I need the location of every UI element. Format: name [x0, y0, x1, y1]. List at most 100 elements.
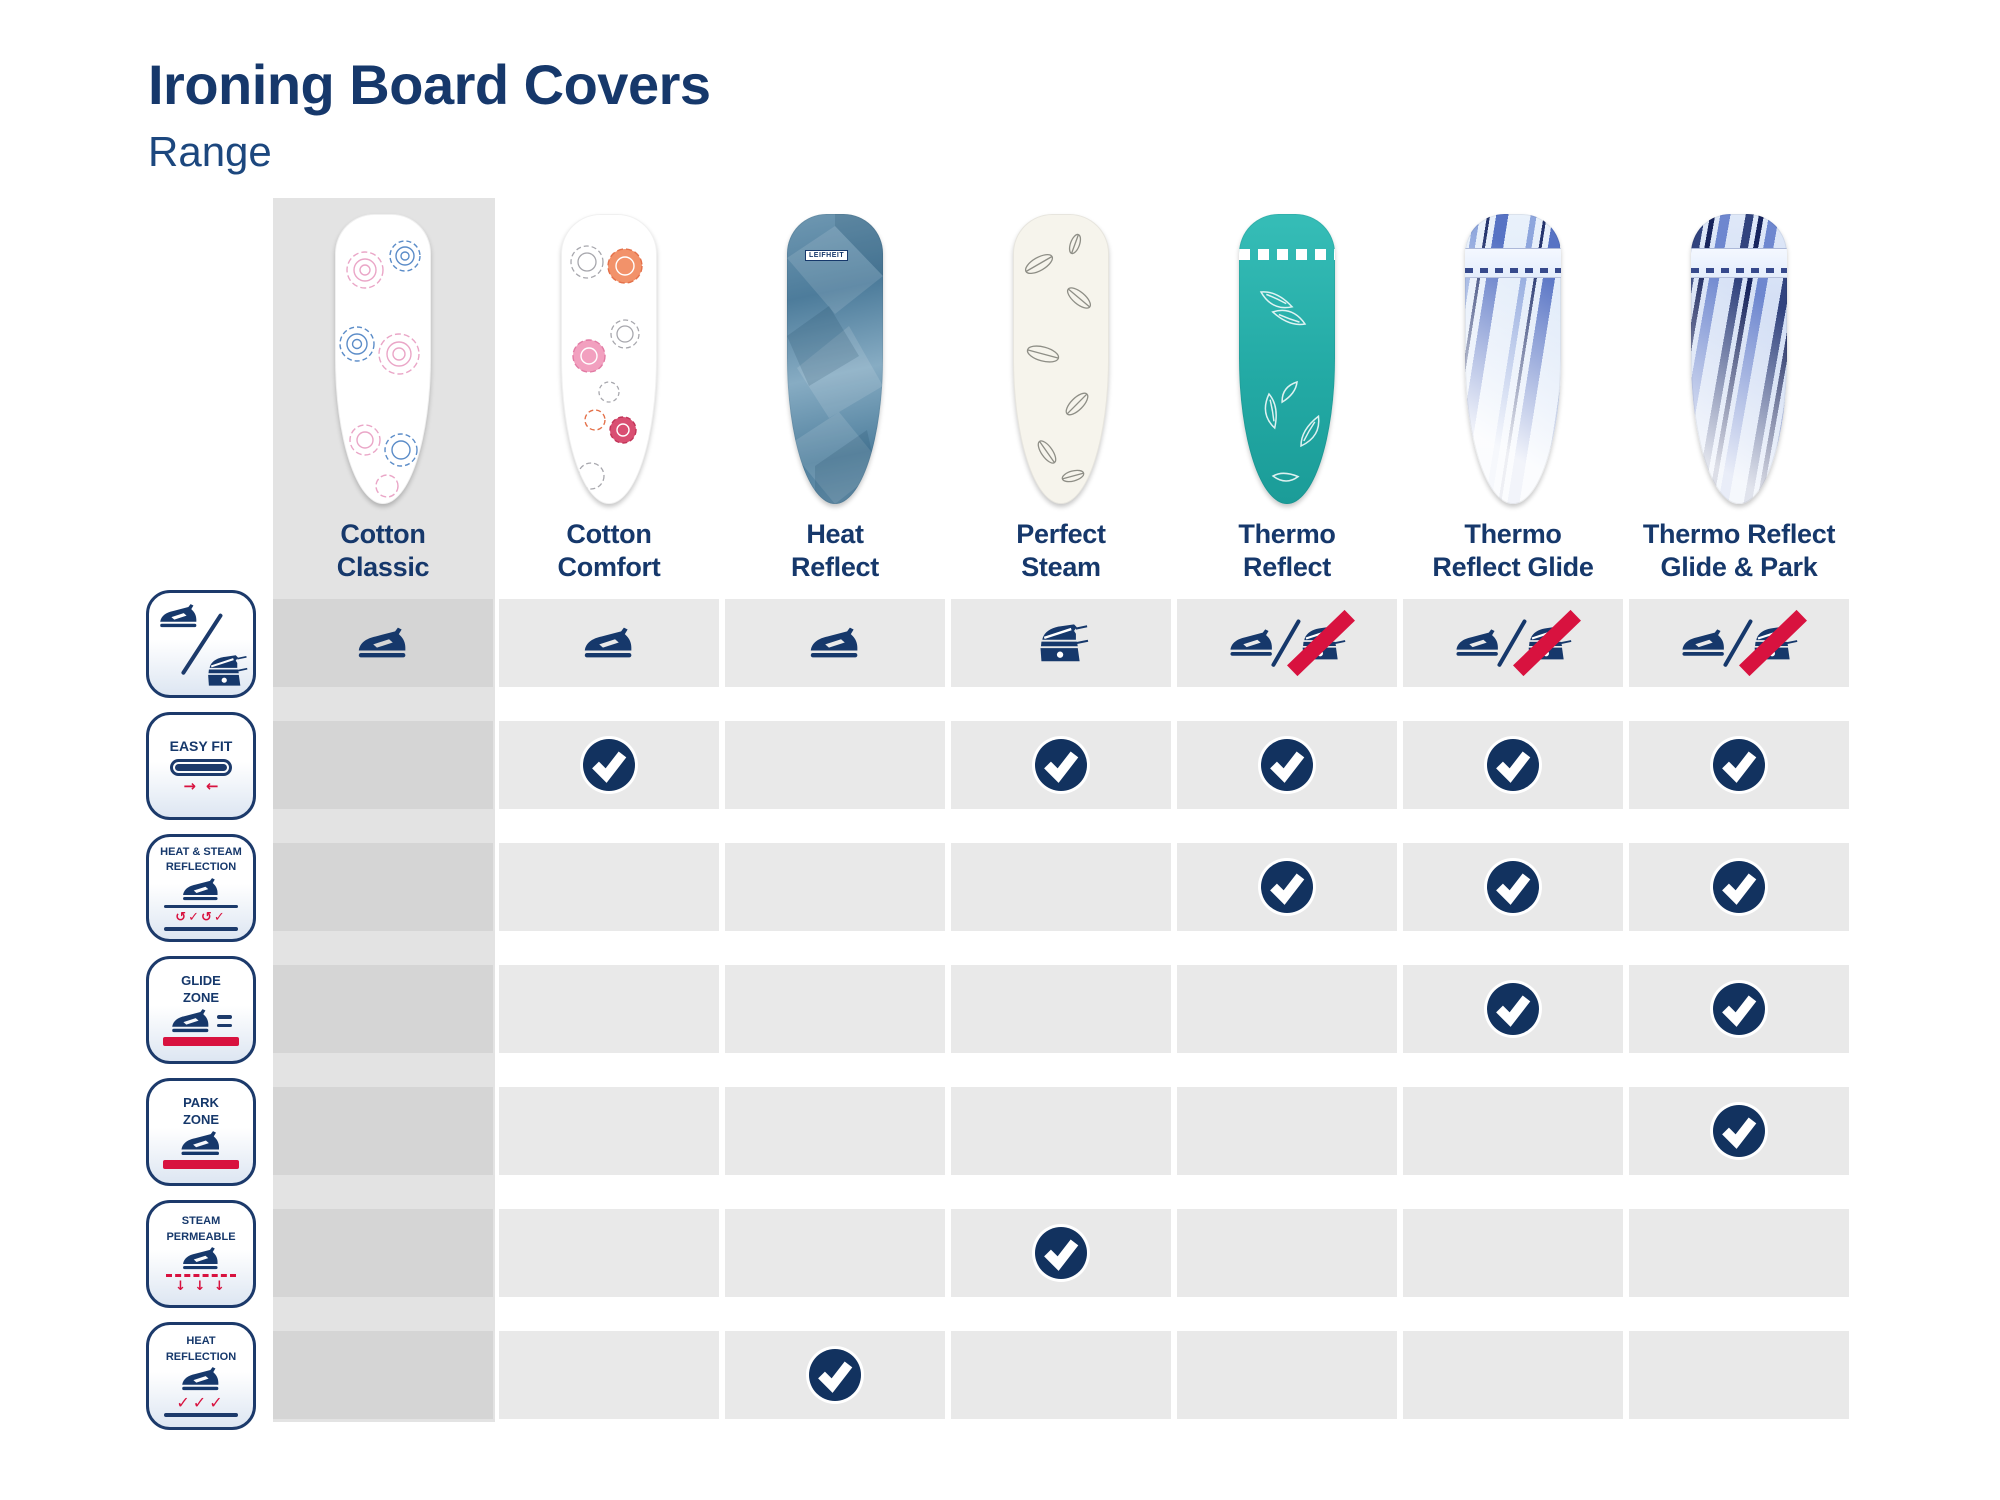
product-name-line1: Perfect: [1016, 519, 1106, 549]
feature-legend-steam-permeable: STEAM PERMEABLE ↓ ↓ ↓: [146, 1200, 256, 1308]
feature-cell: [499, 1209, 719, 1297]
glide-zone-red-bar-icon: [163, 1037, 239, 1046]
feature-cell: [273, 965, 493, 1053]
feature-cell: [1177, 599, 1397, 687]
feature-cell: [951, 721, 1171, 809]
product-header-heat-reflect: LEIFHEIT Heat Reflect: [725, 198, 945, 584]
feature-cell: [499, 1087, 719, 1175]
feature-cell: [1177, 1209, 1397, 1297]
iron-icon: [1682, 629, 1725, 656]
baseline-icon: [164, 904, 238, 908]
product-name: Thermo Reflect Glide & Park: [1629, 518, 1849, 584]
feature-legend-suitable-for-iron-steam-generator: [146, 590, 256, 698]
feature-cell: [273, 1209, 493, 1297]
feature-label: ZONE: [182, 990, 220, 1005]
feature-cell: [951, 965, 1171, 1053]
feature-legend-glide-zone: GLIDE ZONE: [146, 956, 256, 1064]
check-icon: [809, 1349, 861, 1401]
feature-cell: [499, 599, 719, 687]
product-name: Thermo Reflect Glide: [1403, 518, 1623, 584]
steam-generator-icon: [202, 654, 248, 688]
product-name-line2: Reflect: [791, 552, 879, 582]
feature-legend-heat-steam-reflection: HEAT & STEAM REFLECTION ↺✓↺✓: [146, 834, 256, 942]
steam-down-arrows-icon: ↓ ↓ ↓: [175, 1279, 227, 1294]
product-name-line1: Thermo Reflect: [1642, 519, 1836, 549]
feature-label: GLIDE: [181, 973, 221, 988]
check-icon: [1261, 861, 1313, 913]
feature-cell: [1629, 1331, 1849, 1419]
feature-cell: [1629, 721, 1849, 809]
iron-icon: [183, 1247, 218, 1270]
feature-legend-easy-fit: EASY FIT → ←: [146, 712, 256, 820]
product-name: Heat Reflect: [725, 518, 945, 584]
feature-cell: [1177, 843, 1397, 931]
feature-cell: [951, 1087, 1171, 1175]
product-name-line1: Cotton: [566, 519, 652, 549]
product-name: Perfect Steam: [951, 518, 1171, 584]
feature-cell: [1629, 843, 1849, 931]
iron-icon: [584, 627, 632, 658]
check-icon: [1713, 861, 1765, 913]
feature-cell: [1403, 1331, 1623, 1419]
product-image-perfect-steam: [1013, 214, 1109, 504]
product-header-cotton-comfort: Cotton Comfort: [499, 198, 719, 584]
feature-cell: [1403, 721, 1623, 809]
check-icon: [1487, 861, 1539, 913]
feature-cell: [951, 1331, 1171, 1419]
product-name-line2: Reflect: [1243, 552, 1331, 582]
product-name-line2: Steam: [1021, 552, 1101, 582]
feature-label: REFLECTION: [165, 861, 237, 873]
iron-icon: [810, 627, 858, 658]
product-image-cotton-comfort: [561, 214, 657, 504]
page-subtitle: Range: [148, 128, 272, 175]
feature-cell: [725, 599, 945, 687]
feature-cell: [1629, 1209, 1849, 1297]
feature-cell: [273, 721, 493, 809]
check-icon: [1713, 983, 1765, 1035]
iron-icon: [1456, 629, 1499, 656]
feature-cell: [499, 965, 719, 1053]
feature-cell: [951, 1209, 1171, 1297]
iron-icon: [183, 877, 218, 900]
check-icon: [1713, 739, 1765, 791]
steam-reflection-marks-icon: ↺✓↺✓: [175, 910, 227, 925]
iron-icon: [1230, 629, 1273, 656]
feature-cell: [725, 1209, 945, 1297]
iron-icon: [182, 1367, 219, 1391]
feature-cell: [1177, 965, 1397, 1053]
feature-cell: [1403, 599, 1623, 687]
product-image-thermo-reflect: [1239, 214, 1335, 504]
easy-fit-stretch-icon: [170, 758, 232, 776]
product-image-thermo-reflect-glide-park: [1691, 214, 1787, 504]
feature-label: STEAM: [181, 1215, 221, 1227]
feature-cell: [1403, 965, 1623, 1053]
heat-reflection-arrows-icon: ✓✓✓: [176, 1393, 226, 1413]
feature-cell: [725, 1331, 945, 1419]
product-header-thermo-reflect-glide-park: Thermo Reflect Glide & Park: [1629, 198, 1849, 584]
feature-cell: [1403, 1087, 1623, 1175]
feature-cell: [273, 599, 493, 687]
feature-label: REFLECTION: [165, 1350, 237, 1363]
feature-label: HEAT & STEAM: [160, 845, 242, 858]
feature-cell: [1629, 965, 1849, 1053]
product-name: Cotton Classic: [273, 518, 493, 584]
check-icon: [1487, 983, 1539, 1035]
steam-generator-icon-crossed-out: [1738, 609, 1807, 677]
baseline-icon: [164, 927, 238, 931]
product-header-cotton-classic: Cotton Classic: [273, 198, 493, 584]
feature-label: PERMEABLE: [166, 1230, 236, 1243]
park-zone-red-bar-icon: [163, 1159, 239, 1169]
steam-generator-icon-crossed-out: [1512, 609, 1581, 677]
product-name-line1: Thermo: [1238, 519, 1336, 549]
product-name-line2: Glide & Park: [1660, 552, 1818, 582]
feature-cell: [1629, 1087, 1849, 1175]
check-icon: [1035, 1227, 1087, 1279]
product-name: Cotton Comfort: [499, 518, 719, 584]
steam-generator-icon-crossed-out: [1286, 609, 1355, 677]
feature-cell: [273, 1331, 493, 1419]
brand-label: LEIFHEIT: [805, 250, 849, 261]
check-icon: [1035, 739, 1087, 791]
feature-cell: [1629, 599, 1849, 687]
motion-lines-icon: [217, 1010, 232, 1032]
